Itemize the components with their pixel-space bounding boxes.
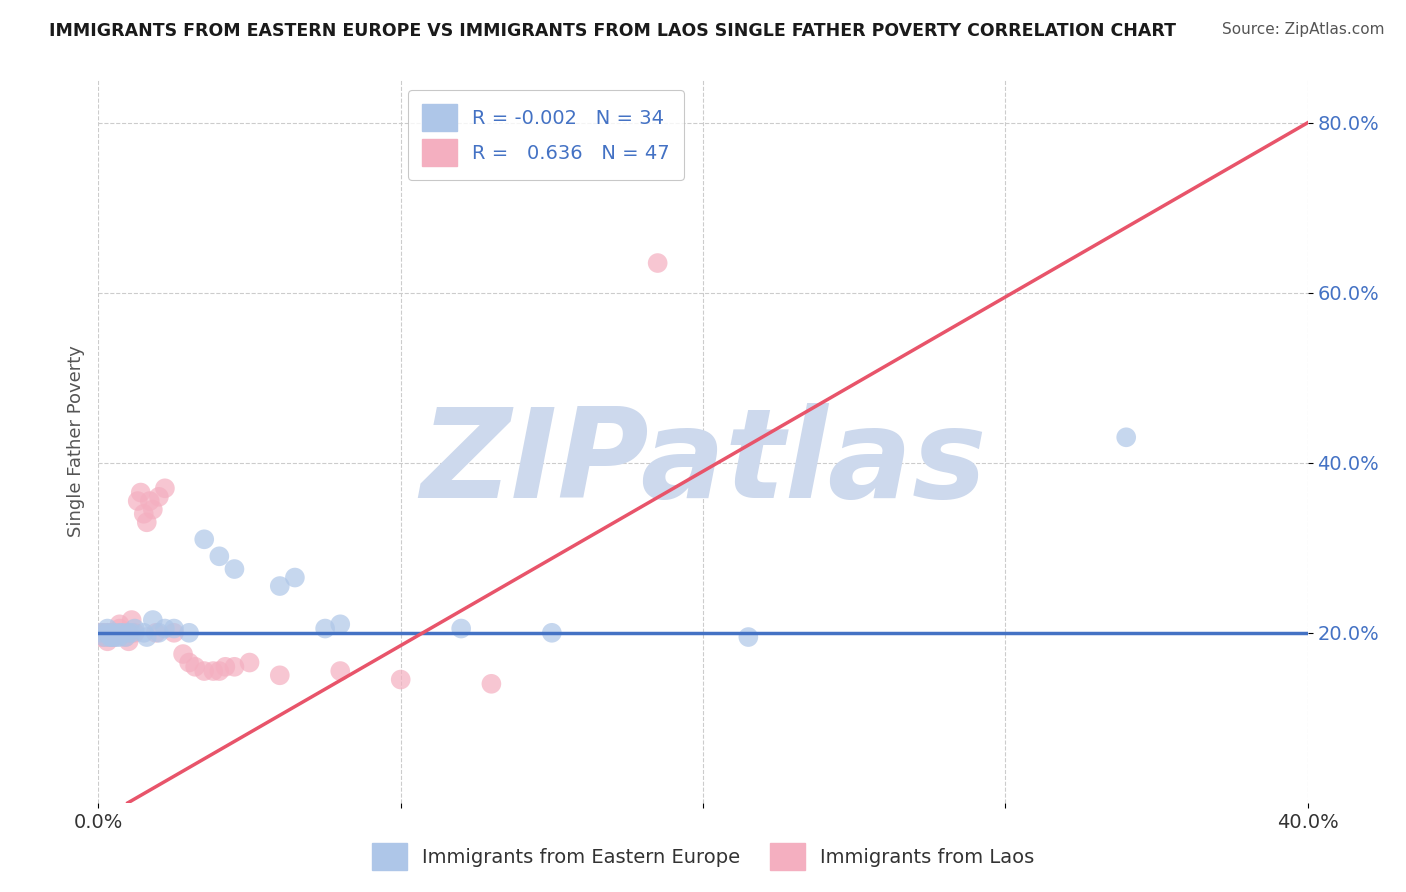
Point <box>153 481 176 495</box>
Point <box>202 664 225 678</box>
Point <box>135 630 157 644</box>
Point <box>100 630 122 644</box>
Point <box>114 630 136 644</box>
Point <box>481 677 503 691</box>
Point <box>108 625 131 640</box>
Point <box>148 625 170 640</box>
Text: Source: ZipAtlas.com: Source: ZipAtlas.com <box>1222 22 1385 37</box>
Point <box>96 625 118 640</box>
Point <box>239 656 262 670</box>
Point <box>96 634 118 648</box>
Point <box>105 625 128 640</box>
Point <box>129 485 152 500</box>
Point <box>142 613 165 627</box>
Point <box>121 613 143 627</box>
Point <box>208 549 231 564</box>
Point <box>96 622 118 636</box>
Point <box>193 664 215 678</box>
Point <box>153 622 176 636</box>
Point <box>179 625 201 640</box>
Point <box>100 630 122 644</box>
Point <box>163 622 186 636</box>
Point <box>269 579 291 593</box>
Point <box>135 516 157 530</box>
Point <box>127 494 149 508</box>
Point <box>1115 430 1137 444</box>
Y-axis label: Single Father Poverty: Single Father Poverty <box>66 345 84 538</box>
Point <box>90 625 112 640</box>
Point <box>329 617 352 632</box>
Point <box>108 630 131 644</box>
Point <box>100 630 122 644</box>
Point <box>114 630 136 644</box>
Point <box>132 507 155 521</box>
Point <box>121 625 143 640</box>
Point <box>93 630 115 644</box>
Point <box>284 570 307 584</box>
Point <box>100 625 122 640</box>
Point <box>90 630 112 644</box>
Point <box>96 625 118 640</box>
Point <box>163 625 186 640</box>
Point <box>132 625 155 640</box>
Point <box>105 630 128 644</box>
Point <box>108 622 131 636</box>
Point <box>184 660 207 674</box>
Point <box>103 625 125 640</box>
Point <box>93 625 115 640</box>
Legend: Immigrants from Eastern Europe, Immigrants from Laos: Immigrants from Eastern Europe, Immigran… <box>364 835 1042 878</box>
Point <box>103 630 125 644</box>
Point <box>329 664 352 678</box>
Point <box>111 625 134 640</box>
Point <box>179 656 201 670</box>
Point <box>103 625 125 640</box>
Point <box>450 622 472 636</box>
Point <box>224 562 246 576</box>
Point <box>172 647 194 661</box>
Point <box>540 625 562 640</box>
Point <box>118 625 141 640</box>
Point <box>124 625 146 640</box>
Point <box>111 625 134 640</box>
Point <box>103 630 125 644</box>
Point <box>389 673 412 687</box>
Point <box>111 625 134 640</box>
Point <box>737 630 759 644</box>
Point <box>108 617 131 632</box>
Point <box>90 625 112 640</box>
Point <box>208 664 231 678</box>
Point <box>148 490 170 504</box>
Point <box>214 660 236 674</box>
Text: IMMIGRANTS FROM EASTERN EUROPE VS IMMIGRANTS FROM LAOS SINGLE FATHER POVERTY COR: IMMIGRANTS FROM EASTERN EUROPE VS IMMIGR… <box>49 22 1177 40</box>
Point <box>193 533 215 547</box>
Point <box>224 660 246 674</box>
Point <box>139 494 162 508</box>
Point <box>269 668 291 682</box>
Point <box>96 630 118 644</box>
Point <box>118 634 141 648</box>
Point <box>118 625 141 640</box>
Point <box>145 625 167 640</box>
Point <box>105 625 128 640</box>
Point <box>142 502 165 516</box>
Point <box>647 256 669 270</box>
Text: ZIPatlas: ZIPatlas <box>420 402 986 524</box>
Point <box>124 622 146 636</box>
Legend: R = -0.002   N = 34, R =   0.636   N = 47: R = -0.002 N = 34, R = 0.636 N = 47 <box>408 90 683 180</box>
Point <box>103 630 125 644</box>
Point <box>314 622 336 636</box>
Point <box>93 630 115 644</box>
